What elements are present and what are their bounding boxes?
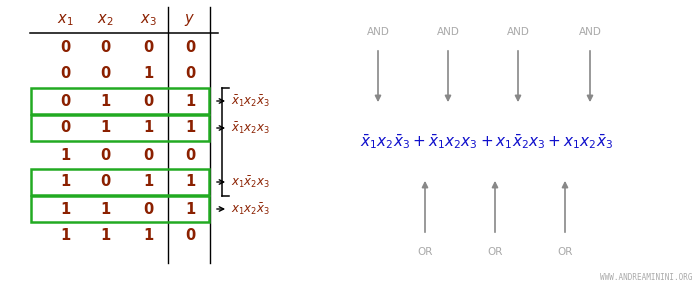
Text: OR: OR	[417, 247, 433, 257]
Text: 0: 0	[185, 148, 195, 162]
Text: AND: AND	[367, 27, 389, 37]
Text: 1: 1	[143, 66, 153, 81]
Text: $x_1$: $x_1$	[57, 12, 74, 28]
Text: WWW.ANDREAMININI.ORG: WWW.ANDREAMININI.ORG	[601, 273, 693, 282]
Text: 0: 0	[143, 93, 153, 108]
Text: 0: 0	[60, 39, 70, 55]
Text: OR: OR	[557, 247, 573, 257]
Text: 1: 1	[143, 175, 153, 189]
Text: 0: 0	[60, 66, 70, 81]
Text: 1: 1	[185, 121, 195, 135]
Text: $x_1\bar{x}_2x_3$: $x_1\bar{x}_2x_3$	[231, 174, 270, 190]
Text: 1: 1	[143, 121, 153, 135]
Text: 0: 0	[60, 93, 70, 108]
Text: 1: 1	[100, 121, 110, 135]
Text: $\bar{x}_1x_2\bar{x}_3$: $\bar{x}_1x_2\bar{x}_3$	[231, 93, 270, 109]
Text: 0: 0	[143, 202, 153, 217]
Text: 1: 1	[60, 229, 70, 244]
Text: OR: OR	[487, 247, 503, 257]
Text: 1: 1	[60, 175, 70, 189]
Text: $\bar{x}_1x_2x_3$: $\bar{x}_1x_2x_3$	[231, 120, 270, 136]
Text: 1: 1	[100, 93, 110, 108]
Text: $x_1x_2\bar{x}_3$: $x_1x_2\bar{x}_3$	[231, 201, 270, 217]
Text: AND: AND	[437, 27, 459, 37]
Text: 0: 0	[100, 175, 110, 189]
Text: 1: 1	[100, 202, 110, 217]
Text: 0: 0	[100, 148, 110, 162]
Text: $y$: $y$	[184, 12, 195, 28]
Text: 1: 1	[143, 229, 153, 244]
Text: 1: 1	[185, 93, 195, 108]
Text: 0: 0	[185, 39, 195, 55]
Bar	[31, 196, 209, 222]
Text: 0: 0	[185, 66, 195, 81]
Text: AND: AND	[507, 27, 529, 37]
Text: 0: 0	[185, 229, 195, 244]
Bar	[31, 169, 209, 195]
Text: 1: 1	[100, 229, 110, 244]
Text: 0: 0	[60, 121, 70, 135]
Text: 0: 0	[100, 66, 110, 81]
Text: 1: 1	[185, 175, 195, 189]
Bar	[31, 115, 209, 141]
Text: 1: 1	[185, 202, 195, 217]
Text: $\bar{x}_1x_2\bar{x}_3 + \bar{x}_1x_2x_3 + x_1\bar{x}_2x_3 + x_1x_2\bar{x}_3$: $\bar{x}_1x_2\bar{x}_3 + \bar{x}_1x_2x_3…	[360, 133, 614, 151]
Text: 0: 0	[143, 39, 153, 55]
Text: 1: 1	[60, 202, 70, 217]
Text: 1: 1	[60, 148, 70, 162]
Text: AND: AND	[579, 27, 601, 37]
Bar	[31, 88, 209, 114]
Text: $x_2$: $x_2$	[97, 12, 113, 28]
Text: 0: 0	[100, 39, 110, 55]
Text: 0: 0	[143, 148, 153, 162]
Text: $x_3$: $x_3$	[140, 12, 156, 28]
